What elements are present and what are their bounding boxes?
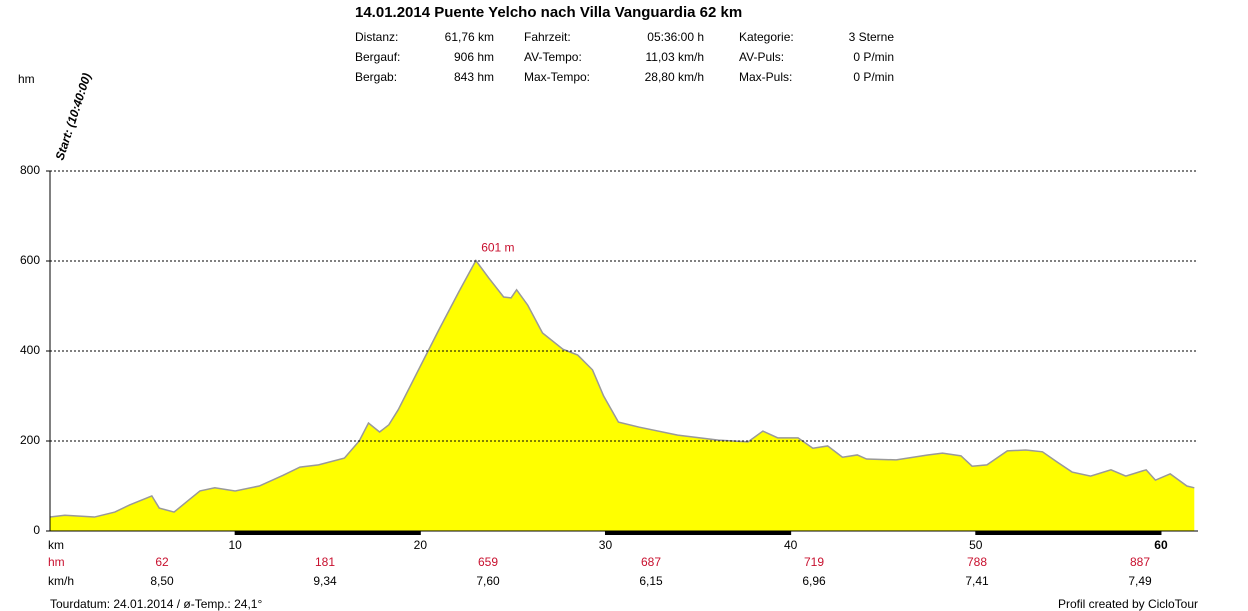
summary-kmh-label: km/h xyxy=(48,574,74,588)
summary-hm: 687 xyxy=(641,555,661,569)
stat-label: Distanz: xyxy=(355,30,398,44)
stat-label: Max-Tempo: xyxy=(524,70,590,84)
y-axis-label: hm xyxy=(18,72,35,86)
summary-kmh: 6,96 xyxy=(802,574,826,588)
summary-kmh: 7,49 xyxy=(1128,574,1152,588)
stat-value: 61,76 km xyxy=(445,30,494,44)
y-tick-label: 0 xyxy=(33,523,40,537)
stat-label: Fahrzeit: xyxy=(524,30,571,44)
summary-kmh: 9,34 xyxy=(313,574,337,588)
summary-hm: 62 xyxy=(155,555,169,569)
summary-kmh: 8,50 xyxy=(150,574,174,588)
stat-label: Bergauf: xyxy=(355,50,400,64)
peak-label: 601 m xyxy=(481,241,514,255)
summary-hm: 659 xyxy=(478,555,498,569)
summary-hm: 181 xyxy=(315,555,335,569)
stat-label: AV-Tempo: xyxy=(524,50,582,64)
summary-kmh: 6,15 xyxy=(639,574,663,588)
x-tick-label: 50 xyxy=(969,538,983,552)
summary-hm: 887 xyxy=(1130,555,1150,569)
summary-kmh: 7,60 xyxy=(476,574,500,588)
profile-line xyxy=(49,259,1195,518)
summary-hm: 788 xyxy=(967,555,987,569)
stat-label: Bergab: xyxy=(355,70,397,84)
chart-title: 14.01.2014 Puente Yelcho nach Villa Vang… xyxy=(355,4,742,21)
stat-label: Kategorie: xyxy=(739,30,794,44)
stat-label: Max-Puls: xyxy=(739,70,792,84)
x-tick-label: 20 xyxy=(414,538,428,552)
summary-hm: 719 xyxy=(804,555,824,569)
x-tick-label: 60 xyxy=(1154,538,1168,552)
stat-value: 906 hm xyxy=(454,50,494,64)
footer-left: Tourdatum: 24.01.2014 / ø-Temp.: 24,1° xyxy=(50,597,262,611)
stat-label: AV-Puls: xyxy=(739,50,784,64)
x-axis-label: km xyxy=(48,538,64,552)
stat-value: 11,03 km/h xyxy=(646,50,704,64)
stat-value: 0 P/min xyxy=(853,70,894,84)
y-tick-label: 800 xyxy=(20,163,40,177)
x-tick-label: 30 xyxy=(599,538,613,552)
x-tick-label: 10 xyxy=(228,538,242,552)
summary-hm-label: hm xyxy=(48,555,65,569)
y-tick-label: 400 xyxy=(20,343,40,357)
stat-value: 843 hm xyxy=(454,70,494,84)
x-tick-label: 40 xyxy=(784,538,798,552)
y-tick-label: 600 xyxy=(20,253,40,267)
area xyxy=(50,260,1195,531)
summary-kmh: 7,41 xyxy=(965,574,989,588)
stat-value: 28,80 km/h xyxy=(645,70,704,84)
stat-value: 05:36:00 h xyxy=(647,30,704,44)
start-label: Start: (10:40:00) xyxy=(53,71,94,162)
stat-value: 3 Sterne xyxy=(849,30,895,44)
footer-right: Profil created by CicloTour xyxy=(1058,597,1198,611)
stat-value: 0 P/min xyxy=(853,50,894,64)
y-tick-label: 200 xyxy=(20,433,40,447)
